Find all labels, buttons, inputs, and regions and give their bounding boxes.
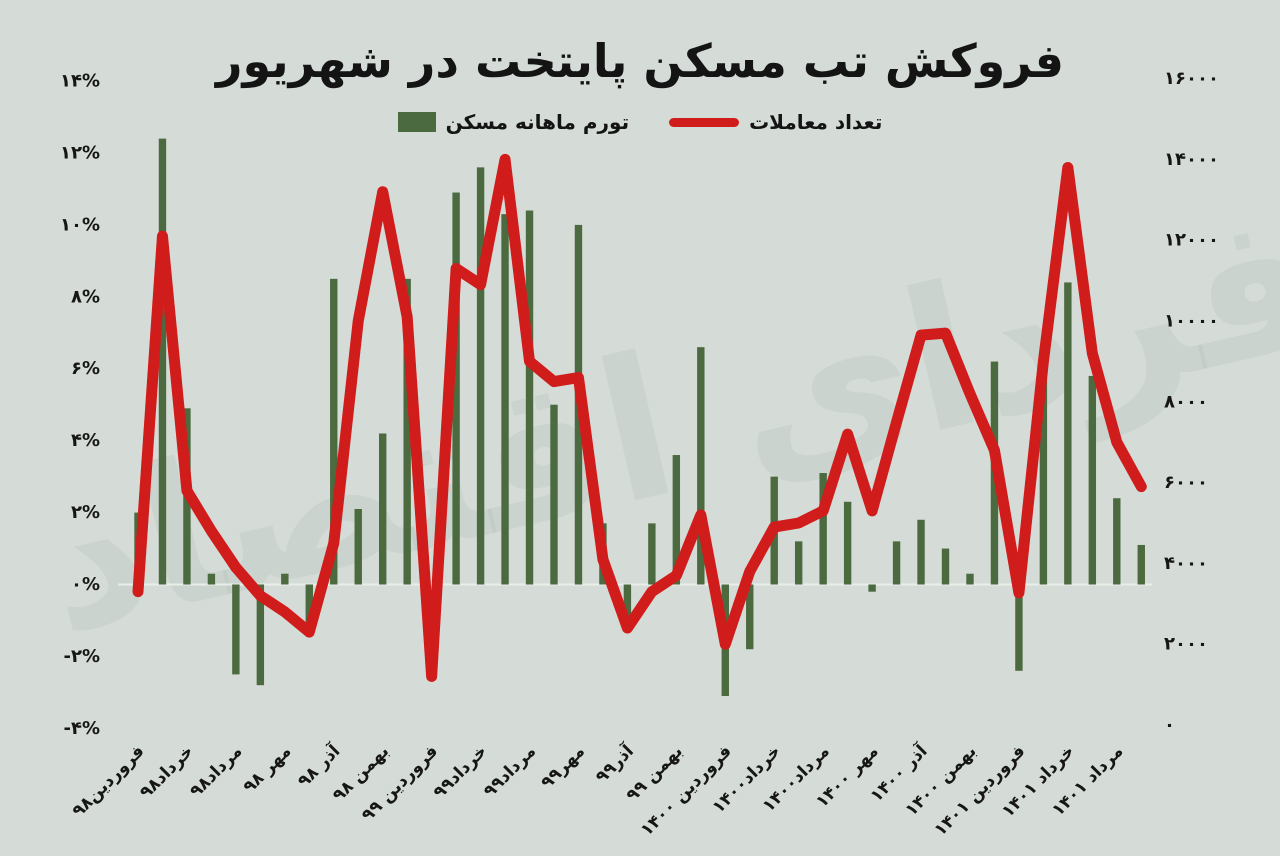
x-axis-tick: مهر ۹۸ — [239, 741, 295, 797]
inflation-bar — [794, 541, 803, 585]
legend-label-inflation: تورم ماهانه مسکن — [445, 110, 630, 134]
inflation-bar — [476, 167, 485, 585]
legend-label-transactions: تعداد معاملات — [749, 110, 883, 134]
inflation-bar — [697, 347, 705, 585]
inflation-bar — [207, 573, 216, 585]
inflation-bar — [1088, 375, 1097, 585]
legend-item-inflation: تورم ماهانه مسکن — [397, 110, 630, 134]
right-axis-tick: ۱۰۰۰۰ — [1164, 311, 1219, 332]
left-axis-tick: ۱۴% — [60, 71, 100, 92]
inflation-bar — [305, 584, 313, 635]
inflation-bar — [623, 584, 632, 617]
inflation-bar — [648, 523, 656, 585]
inflation-bar — [501, 214, 509, 585]
inflation-bar — [941, 548, 950, 585]
right-axis-tick: ۱۴۰۰۰ — [1164, 149, 1219, 170]
right-axis-tick: ۲۰۰۰ — [1164, 634, 1208, 655]
right-axis-tick: ۰ — [1164, 715, 1175, 736]
left-axis-tick: ۱۲% — [60, 142, 100, 163]
right-axis-tick: ۸۰۰۰ — [1164, 391, 1208, 412]
x-axis-tick: مرداد۹۸ — [186, 741, 246, 801]
inflation-bar-swatch — [397, 112, 436, 132]
inflation-bar — [1015, 584, 1023, 671]
inflation-bar — [966, 573, 974, 585]
inflation-bar — [1137, 544, 1145, 585]
left-axis-tick: -۴% — [64, 718, 101, 739]
inflation-bar — [868, 584, 876, 592]
x-axis-tick: خرداد۹۸ — [136, 741, 197, 802]
inflation-bar — [232, 584, 240, 675]
inflation-bar — [330, 278, 338, 585]
inflation-bar — [1113, 498, 1121, 585]
chart-title: فروکش تب مسکن پایتخت در شهریور — [216, 34, 1064, 88]
inflation-bar — [281, 573, 289, 585]
inflation-bar — [843, 501, 852, 585]
legend: تعداد معاملات تورم ماهانه مسکن — [0, 110, 1280, 134]
transactions-line-swatch — [669, 117, 740, 127]
left-axis-tick: ۸% — [71, 286, 100, 307]
left-axis-tick: ۱۰% — [60, 214, 100, 235]
transactions-line — [132, 153, 1147, 683]
inflation-bar — [256, 584, 265, 686]
left-axis-tick: -۲% — [64, 646, 101, 667]
inflation-bar — [379, 433, 387, 585]
inflation-bar — [917, 519, 925, 585]
inflation-bar — [158, 138, 167, 585]
x-axis-tick: مرداد۹۹ — [480, 741, 540, 801]
right-axis-tick: ۱۶۰۰۰ — [1164, 68, 1219, 89]
inflation-bar — [819, 473, 827, 585]
x-axis-tick: آذر۹۹ — [590, 739, 638, 787]
x-axis-tick: مهر۹۹ — [537, 741, 589, 793]
legend-item-transactions: تعداد معاملات — [669, 110, 882, 134]
left-axis-tick: ۰% — [71, 574, 100, 595]
left-axis-tick: ۲% — [71, 502, 100, 523]
inflation-bar — [892, 541, 901, 585]
left-axis-tick: ۶% — [71, 358, 100, 379]
inflation-bar — [672, 455, 681, 585]
left-axis-tick: ۴% — [71, 430, 100, 451]
inflation-bar — [1039, 368, 1048, 585]
x-axis-tick: خرداد۹۹ — [430, 741, 491, 802]
inflation-bar — [1064, 282, 1072, 585]
right-axis-tick: ۶۰۰۰ — [1164, 472, 1208, 493]
right-axis-tick: ۱۲۰۰۰ — [1164, 230, 1219, 251]
inflation-bar — [746, 584, 754, 650]
inflation-bar — [403, 278, 411, 585]
inflation-bar — [525, 210, 534, 585]
right-axis-tick: ۴۰۰۰ — [1164, 553, 1208, 574]
x-axis-tick: فروردین۹۸ — [68, 741, 148, 821]
inflation-bar — [452, 192, 460, 585]
inflation-bar — [550, 404, 558, 585]
inflation-bar — [354, 508, 362, 585]
